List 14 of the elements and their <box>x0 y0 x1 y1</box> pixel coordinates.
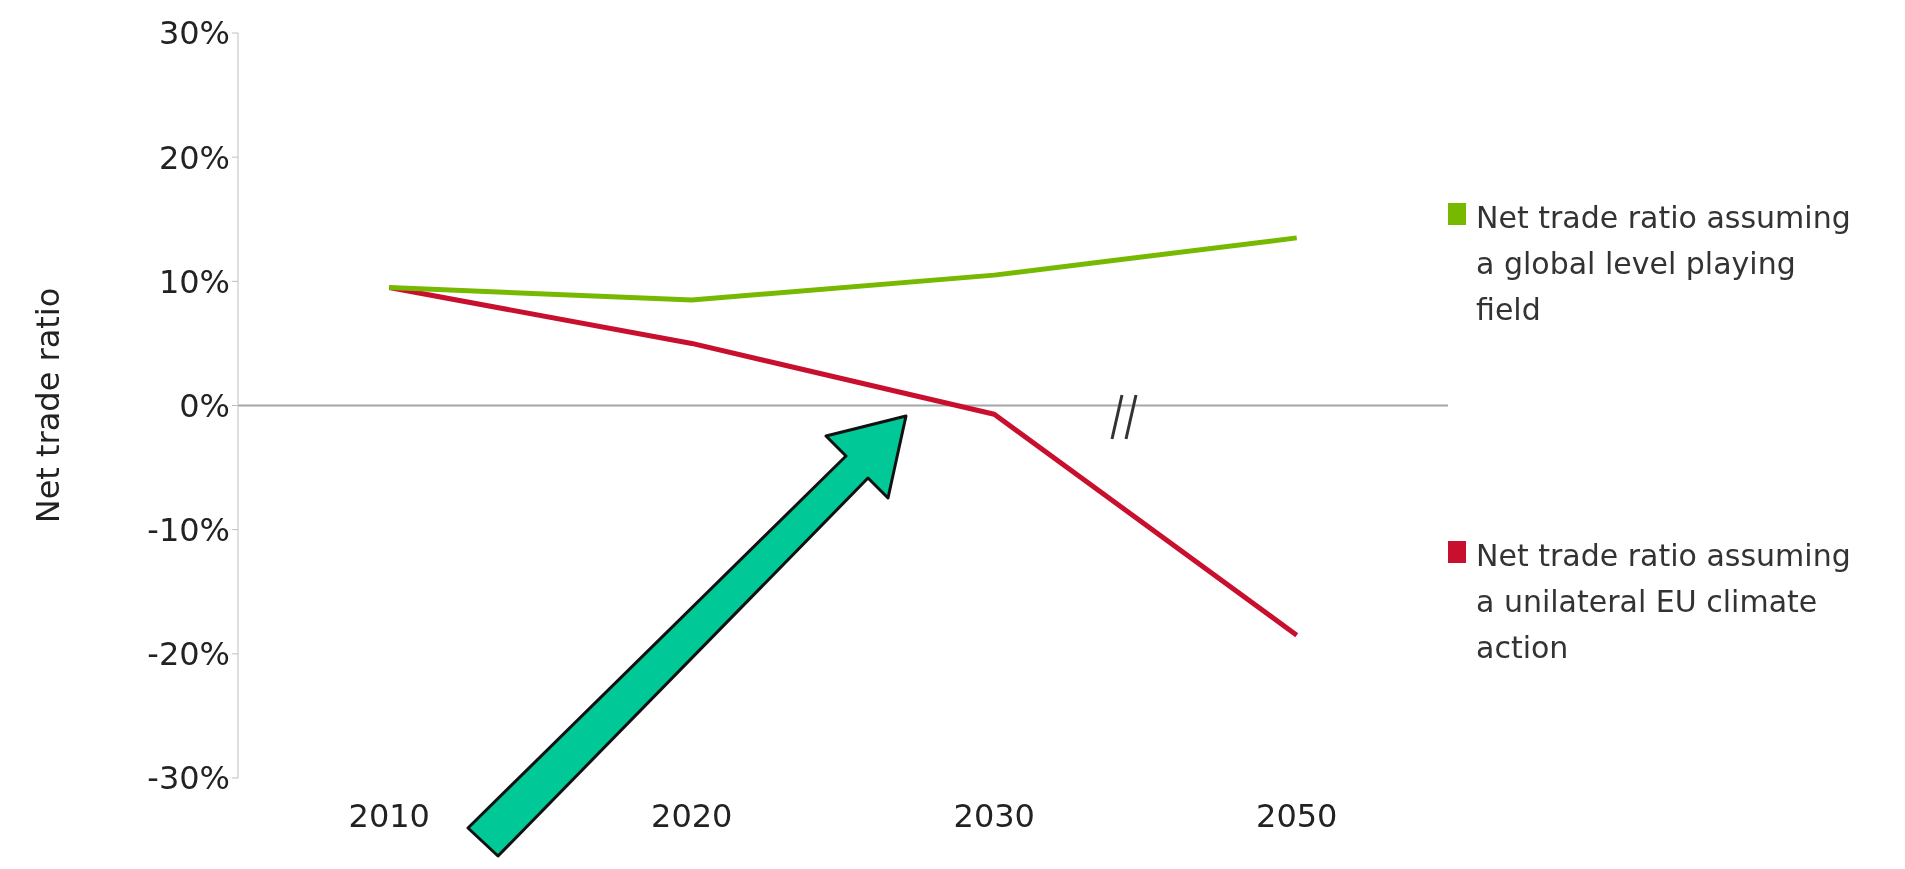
x-tick-label: 2050 <box>1256 796 1338 835</box>
y-tick-label: 30% <box>158 14 230 53</box>
y-tick-label: -20% <box>147 635 230 674</box>
x-tick-label: 2020 <box>651 796 733 835</box>
x-tick-label: 2010 <box>348 796 430 835</box>
y-axis-title: Net trade ratio <box>29 287 68 524</box>
x-tick-label: 2030 <box>953 796 1035 835</box>
legend-label: Net trade ratio assuming a unilateral EU climate action <box>1476 537 1852 667</box>
y-tick-label: -30% <box>147 759 230 798</box>
y-tick-label: -10% <box>147 511 230 550</box>
y-tick-label: 10% <box>158 262 230 301</box>
y-tick-label: 20% <box>158 138 230 177</box>
y-tick-label: 0% <box>179 386 230 425</box>
legend-label: Net trade ratio assuming a global level playing field <box>1476 199 1852 329</box>
